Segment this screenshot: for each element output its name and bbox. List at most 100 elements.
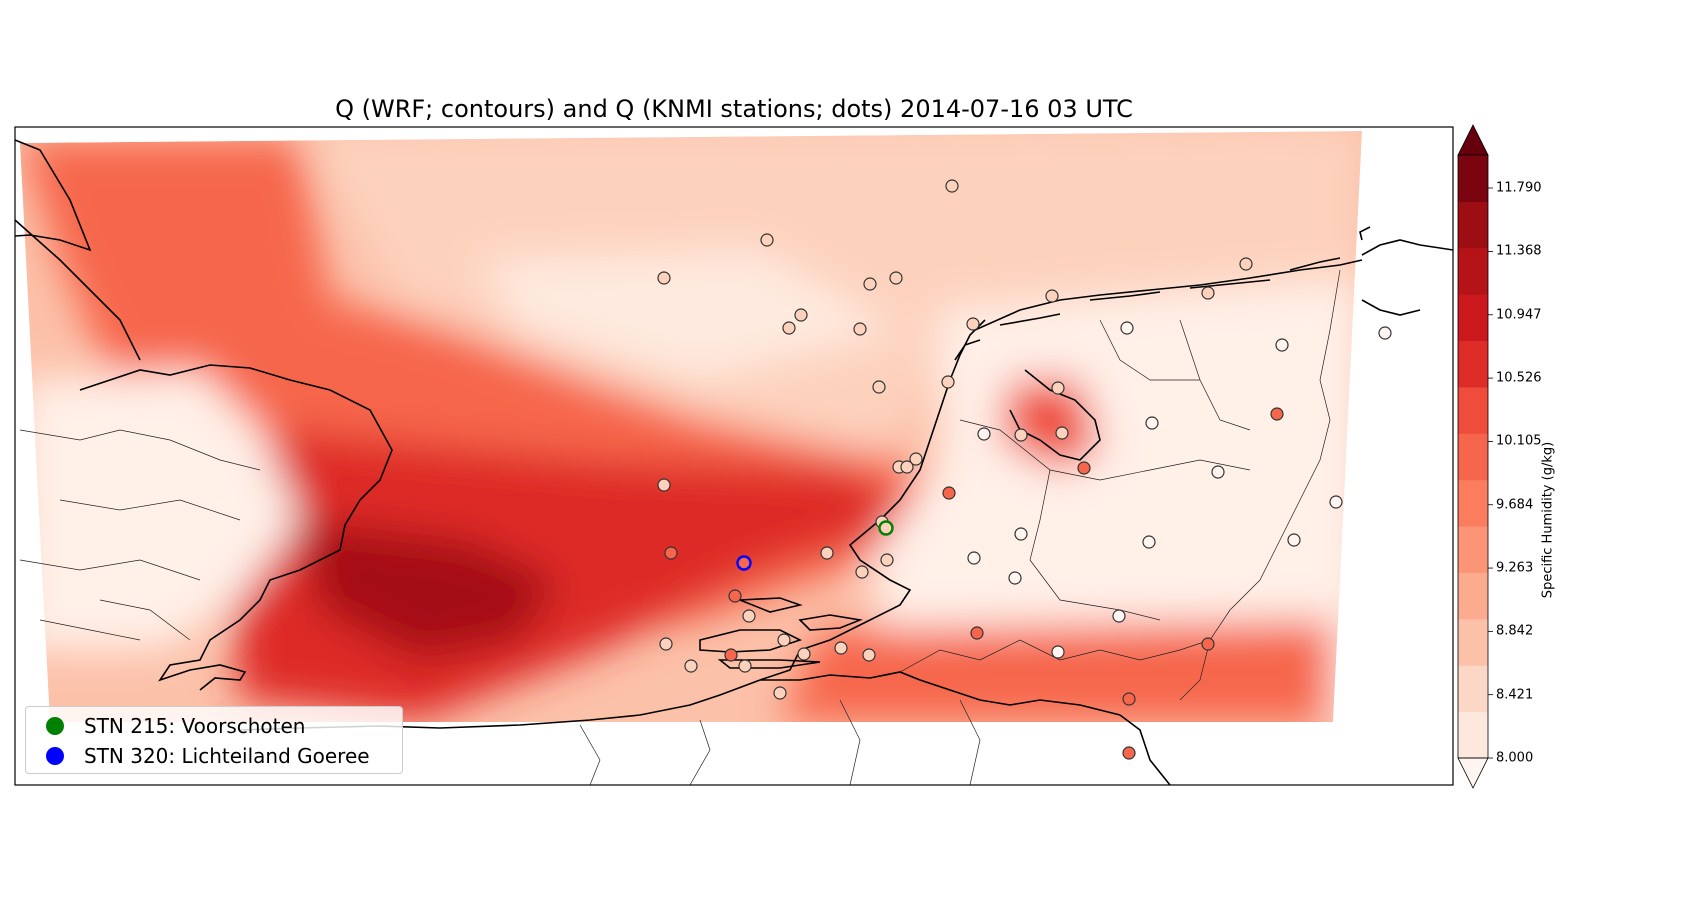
colorbar-tick-label: 9.263 bbox=[1496, 560, 1534, 576]
station-dot bbox=[966, 317, 980, 331]
station-dot bbox=[782, 321, 796, 335]
colorbar-extend-max bbox=[1457, 124, 1489, 156]
station-dot bbox=[724, 648, 738, 662]
station-dot bbox=[1055, 426, 1069, 440]
german-coast bbox=[1361, 239, 1453, 316]
station-dot bbox=[889, 271, 903, 285]
station-dot bbox=[1112, 609, 1126, 623]
colorbar-band bbox=[1458, 155, 1488, 202]
station-dot bbox=[1008, 571, 1022, 585]
station-dot bbox=[900, 460, 914, 474]
legend-item-station-215: STN 215: Voorschoten bbox=[46, 712, 305, 740]
colorbar-extend-min bbox=[1457, 757, 1489, 789]
legend-marker-blue bbox=[46, 747, 64, 765]
station-dot bbox=[977, 427, 991, 441]
legend: STN 215: Voorschoten STN 320: Lichteilan… bbox=[25, 706, 403, 774]
colorbar-tick-label: 10.526 bbox=[1496, 370, 1542, 386]
station-dot bbox=[794, 308, 808, 322]
station-dot bbox=[760, 233, 774, 247]
legend-marker-green bbox=[46, 717, 64, 735]
station-dot bbox=[967, 551, 981, 565]
station-dot bbox=[1014, 428, 1028, 442]
colorbar-band bbox=[1458, 711, 1488, 759]
station-dot bbox=[1122, 746, 1136, 760]
station-dot bbox=[1014, 527, 1028, 541]
plot-title: Q (WRF; contours) and Q (KNMI stations; … bbox=[335, 95, 1133, 123]
ijsselmeer-shore bbox=[1009, 369, 1101, 461]
station-dot bbox=[1201, 637, 1215, 651]
east-anglia-coast bbox=[15, 219, 141, 361]
station-dot bbox=[728, 589, 742, 603]
station-dot bbox=[1077, 461, 1091, 475]
station-dot bbox=[659, 637, 673, 651]
station-dot bbox=[738, 659, 752, 673]
colorbar-band bbox=[1458, 479, 1488, 527]
colorbar-tick-label: 11.368 bbox=[1496, 243, 1542, 259]
station-dot bbox=[863, 277, 877, 291]
station-dot bbox=[1142, 535, 1156, 549]
colorbar-tick-label: 8.842 bbox=[1496, 623, 1534, 639]
station-dot bbox=[1329, 495, 1343, 509]
station-dots bbox=[657, 179, 1392, 760]
legend-label: STN 320: Lichteiland Goeree bbox=[84, 744, 370, 768]
colorbar-label-text: Specific Humidity (g/kg) bbox=[1540, 441, 1556, 599]
station-215-marker bbox=[878, 520, 894, 536]
france-belgium-lines bbox=[579, 699, 981, 785]
colorbar bbox=[1457, 124, 1493, 789]
colorbar-band bbox=[1458, 665, 1488, 713]
frisian-coast bbox=[974, 259, 1363, 331]
station-dot bbox=[880, 553, 894, 567]
colorbar-band bbox=[1458, 247, 1488, 295]
colorbar-band bbox=[1458, 618, 1488, 666]
colorbar-band bbox=[1458, 433, 1488, 481]
meuse-border-line bbox=[1119, 714, 1171, 785]
ijsselmeer-moist bbox=[1000, 380, 1100, 470]
station-dot bbox=[820, 546, 834, 560]
station-dot bbox=[834, 641, 848, 655]
england-coast bbox=[15, 139, 393, 691]
denmark-sw-coast bbox=[1359, 226, 1371, 241]
station-dot bbox=[742, 609, 756, 623]
legend-item-station-320: STN 320: Lichteiland Goeree bbox=[46, 742, 370, 770]
southern-land-moist bbox=[780, 620, 1333, 722]
station-dot bbox=[941, 375, 955, 389]
provinces-nl bbox=[959, 319, 1251, 621]
station-dot bbox=[684, 659, 698, 673]
england-counties bbox=[19, 429, 261, 641]
colorbar-band bbox=[1458, 294, 1488, 342]
station-dot bbox=[1239, 257, 1253, 271]
station-dot bbox=[797, 647, 811, 661]
map-frame bbox=[14, 126, 1454, 786]
station-dot bbox=[1201, 286, 1215, 300]
station-dot bbox=[862, 648, 876, 662]
scheldt-estuary bbox=[760, 671, 1121, 716]
station-dot bbox=[909, 452, 923, 466]
station-dot bbox=[1120, 321, 1134, 335]
station-dot bbox=[1275, 338, 1289, 352]
station-dot bbox=[1287, 533, 1301, 547]
wadden-islands bbox=[954, 257, 1341, 361]
colorbar-outline bbox=[1457, 154, 1489, 759]
humidity-field bbox=[20, 131, 1362, 722]
station-dot bbox=[1270, 407, 1284, 421]
station-dot bbox=[1122, 692, 1136, 706]
england-land-pale bbox=[20, 370, 300, 650]
station-dot bbox=[657, 478, 671, 492]
thames-darkest-core bbox=[300, 520, 560, 660]
station-dot bbox=[945, 179, 959, 193]
colorbar-tick-label: 11.790 bbox=[1496, 180, 1542, 196]
colorbar-band bbox=[1458, 526, 1488, 573]
station-320-marker bbox=[736, 555, 752, 571]
station-dot bbox=[855, 565, 869, 579]
colorbar-label: Specific Humidity (g/kg) bbox=[1538, 440, 1558, 600]
colorbar-tick-label: 9.684 bbox=[1496, 497, 1534, 513]
station-dot bbox=[872, 380, 886, 394]
station-dot bbox=[853, 322, 867, 336]
station-dot bbox=[1051, 381, 1065, 395]
station-dot bbox=[657, 271, 671, 285]
be-nl-border bbox=[899, 639, 1211, 673]
station-dot bbox=[942, 486, 956, 500]
colorbar-tick-label: 10.947 bbox=[1496, 307, 1542, 323]
station-dot bbox=[1145, 416, 1159, 430]
